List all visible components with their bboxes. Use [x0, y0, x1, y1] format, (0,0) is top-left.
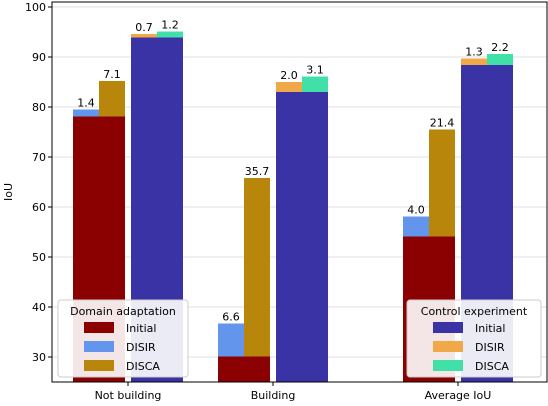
legend-title: Control experiment — [421, 305, 528, 318]
bar-control-disca-not-building — [157, 31, 183, 38]
label-domain-disca-not-building: 7.1 — [103, 68, 121, 81]
y-axis-ticks: 30 40 50 60 70 80 90 100 — [25, 1, 52, 364]
bar-domain-initial-building — [218, 356, 270, 382]
bar-control-disca-building — [302, 76, 328, 92]
legend-swatch-disir — [433, 341, 463, 352]
x-tick-label-not-building: Not building — [95, 389, 162, 402]
bar-domain-disca-building — [244, 178, 270, 357]
legend-label-disca: DISCA — [475, 360, 509, 373]
legend-swatch-initial — [433, 322, 463, 333]
legend-title: Domain adaptation — [70, 305, 176, 318]
legend-swatch-disca — [433, 360, 463, 371]
x-tick-label-average-iou: Average IoU — [425, 389, 492, 402]
bar-domain-disir-building — [218, 323, 244, 357]
label-domain-disir-not-building: 1.4 — [77, 97, 95, 110]
legend-domain-adaptation: Domain adaptation Initial DISIR DISCA — [57, 299, 189, 378]
y-tick-label-70: 70 — [32, 151, 46, 164]
legend-swatch-disca — [84, 360, 114, 371]
y-tick-label-60: 60 — [32, 201, 46, 214]
bar-control-disir-not-building — [131, 34, 157, 38]
legend-label-initial: Initial — [126, 322, 156, 335]
y-axis-label: IoU — [2, 183, 15, 201]
label-control-disca-building: 3.1 — [306, 64, 324, 77]
label-domain-disca-building: 35.7 — [245, 165, 270, 178]
bar-value-labels: 1.4 7.1 0.7 1.2 6.6 35.7 2.0 3.1 4.0 21.4 1.3 2.2 — [77, 19, 509, 324]
y-tick-label-30: 30 — [32, 351, 46, 364]
label-domain-disir-average-iou: 4.0 — [407, 204, 425, 217]
bar-control-disca-average-iou — [487, 54, 513, 65]
bar-control-initial-building — [276, 92, 328, 382]
legend-label-disca: DISCA — [126, 360, 160, 373]
bar-domain-disca-average-iou — [429, 129, 455, 237]
legend-swatch-disir — [84, 341, 114, 352]
legend-control-experiment: Control experiment Initial DISIR DISCA — [406, 299, 542, 378]
bar-control-disir-average-iou — [461, 58, 487, 65]
bar-domain-disir-not-building — [73, 109, 99, 117]
label-control-disir-not-building: 0.7 — [135, 21, 153, 34]
legend-label-initial: Initial — [475, 322, 505, 335]
legend-box — [406, 299, 542, 378]
x-tick-label-building: Building — [251, 389, 296, 402]
y-tick-label-80: 80 — [32, 101, 46, 114]
bar-domain-disca-not-building — [99, 81, 125, 117]
y-tick-label-50: 50 — [32, 251, 46, 264]
bar-control-disir-building — [276, 82, 302, 92]
legend-label-disir: DISIR — [126, 341, 156, 354]
legend-label-disir: DISIR — [475, 341, 505, 354]
label-control-disir-average-iou: 1.3 — [465, 46, 483, 59]
legend-swatch-initial — [84, 322, 114, 333]
y-tick-label-90: 90 — [32, 51, 46, 64]
legend-box — [57, 299, 189, 378]
y-tick-label-40: 40 — [32, 301, 46, 314]
label-control-disir-building: 2.0 — [280, 69, 298, 82]
label-domain-disir-building: 6.6 — [222, 311, 240, 324]
bar-domain-disir-average-iou — [403, 216, 429, 237]
plot-frame — [51, 1, 548, 383]
label-control-disca-not-building: 1.2 — [161, 19, 179, 32]
bars — [73, 31, 513, 382]
label-domain-disca-average-iou: 21.4 — [430, 117, 455, 130]
x-axis-ticks: Not building Building Average IoU — [95, 382, 492, 402]
label-control-disca-average-iou: 2.2 — [491, 41, 509, 54]
y-tick-label-100: 100 — [25, 1, 46, 14]
